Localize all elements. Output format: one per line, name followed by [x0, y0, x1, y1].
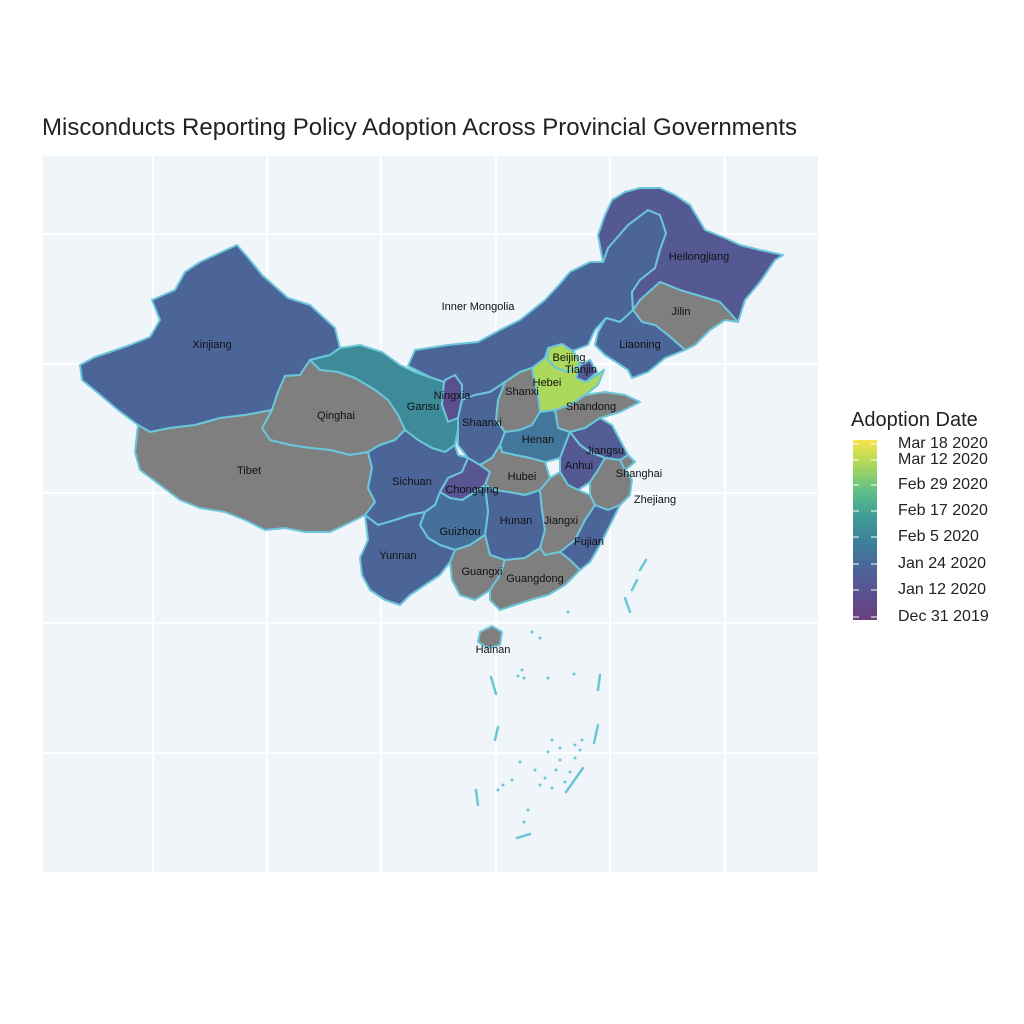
province-zhejiang [589, 457, 633, 511]
label-inner-mongolia: Inner Mongolia [442, 301, 516, 313]
island-dot [554, 768, 558, 772]
label-beijing: Beijing [552, 352, 585, 364]
legend-tick-label: Mar 18 2020 [898, 435, 988, 452]
label-yunnan: Yunnan [379, 550, 416, 562]
provinces-layer [79, 187, 784, 649]
province-labels: Inner Mongolia Heilongjiang Jilin Liaoning X… [192, 251, 729, 656]
label-shanghai: Shanghai [616, 468, 663, 480]
label-tibet: Tibet [237, 465, 261, 477]
island-dot [572, 672, 576, 676]
island-dot [533, 768, 537, 772]
legend-tick-label: Feb 29 2020 [898, 476, 988, 493]
label-tianjin: Tianjin [565, 364, 597, 376]
island-dot [526, 808, 530, 812]
label-fujian: Fujian [574, 536, 604, 548]
legend-tick-label: Feb 17 2020 [898, 502, 988, 519]
island-dot [573, 756, 577, 760]
label-shaanxi: Shaanxi [462, 417, 502, 429]
label-guizhou: Guizhou [440, 526, 481, 538]
label-sichuan: Sichuan [392, 476, 432, 488]
legend-colorbar [853, 440, 877, 620]
label-zhejiang: Zhejiang [634, 494, 676, 506]
label-hubei: Hubei [508, 471, 537, 483]
island-dot [566, 610, 570, 614]
label-henan: Henan [522, 434, 554, 446]
label-ningxia: Ningxia [434, 390, 472, 402]
legend-tick-label: Mar 12 2020 [898, 451, 988, 468]
label-hunan: Hunan [500, 515, 532, 527]
island-dot [546, 676, 550, 680]
legend-tick-label: Feb 5 2020 [898, 528, 979, 545]
island-dot [543, 776, 547, 780]
island-dot [538, 636, 542, 640]
island-dot [496, 788, 500, 792]
island-dot [578, 748, 582, 752]
legend-tick-label: Jan 12 2020 [898, 581, 987, 598]
label-hebei: Hebei [533, 377, 562, 389]
label-jilin: Jilin [672, 306, 691, 318]
legend-tick-label: Dec 31 2019 [898, 608, 989, 625]
label-jiangsu: Jiangsu [586, 445, 624, 457]
island-dots [496, 610, 584, 824]
south-sea-islands [474, 558, 648, 840]
label-anhui: Anhui [565, 460, 593, 472]
island-dot [546, 750, 550, 754]
island-dot [522, 820, 526, 824]
label-xinjiang: Xinjiang [192, 339, 231, 351]
island-dot [550, 786, 554, 790]
map-title: Misconducts Reporting Policy Adoption Ac… [42, 114, 798, 141]
label-guangxi: Guangxi [462, 566, 503, 578]
island-dot [510, 778, 514, 782]
island-dot [568, 770, 572, 774]
island-dot [573, 743, 577, 747]
province-guangdong [489, 547, 581, 611]
label-shandong: Shandong [566, 401, 616, 413]
island-dot [550, 738, 554, 742]
label-gansu: Gansu [407, 401, 439, 413]
island-dot [558, 758, 562, 762]
island-dot [580, 738, 584, 742]
legend-title: Adoption Date [851, 409, 978, 431]
island-dot [501, 783, 505, 787]
label-guangdong: Guangdong [506, 573, 564, 585]
province-heilongjiang [597, 187, 784, 323]
label-shanxi: Shanxi [505, 386, 539, 398]
province-hainan [477, 625, 503, 649]
label-hainan: Hainan [476, 644, 511, 656]
island-dot [522, 676, 526, 680]
island-dot [516, 674, 520, 678]
label-chongqing: Chongqing [445, 484, 498, 496]
label-qinghai: Qinghai [317, 410, 355, 422]
island-dot [563, 780, 567, 784]
label-jiangxi: Jiangxi [544, 515, 578, 527]
label-liaoning: Liaoning [619, 339, 661, 351]
legend-tick-label: Jan 24 2020 [898, 555, 987, 572]
island-dot [530, 630, 534, 634]
province-yunnan [359, 511, 456, 606]
island-dot [520, 668, 524, 672]
island-dot [518, 760, 522, 764]
province-liaoning [594, 309, 686, 379]
label-heilongjiang: Heilongjiang [669, 251, 730, 263]
island-dot [538, 783, 542, 787]
island-dot [558, 746, 562, 750]
